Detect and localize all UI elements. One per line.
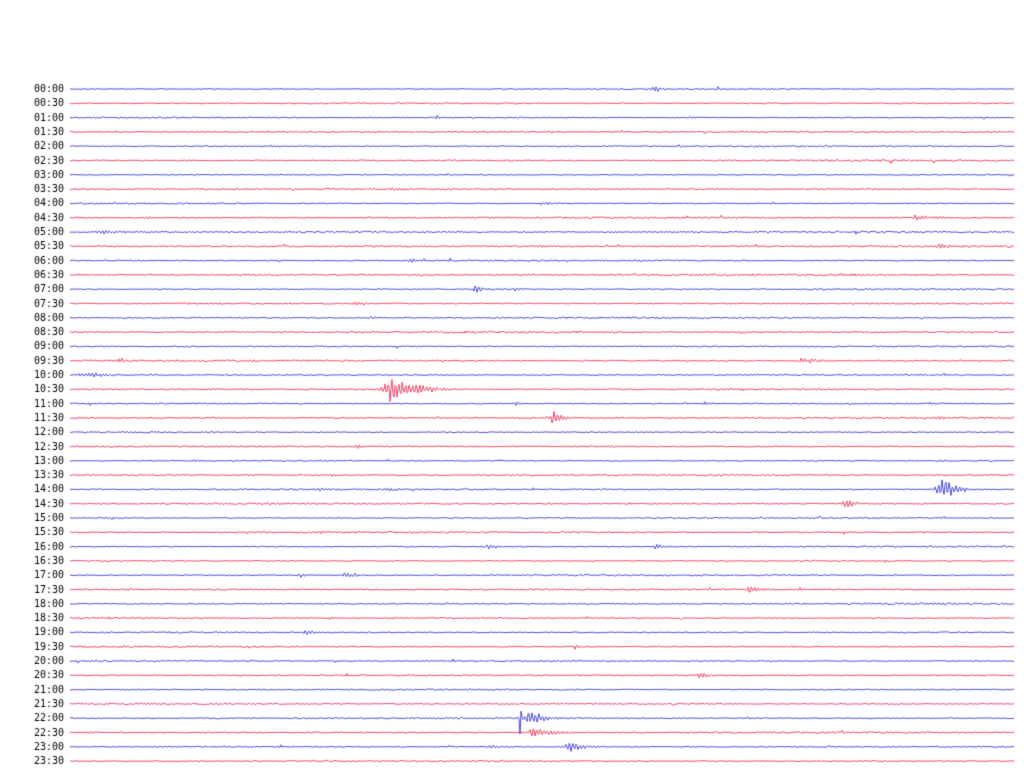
helicorder-canvas — [0, 0, 1024, 780]
helicorder-page: HP Artemida 2025-04-28 Applied filter: W… — [0, 0, 1024, 780]
